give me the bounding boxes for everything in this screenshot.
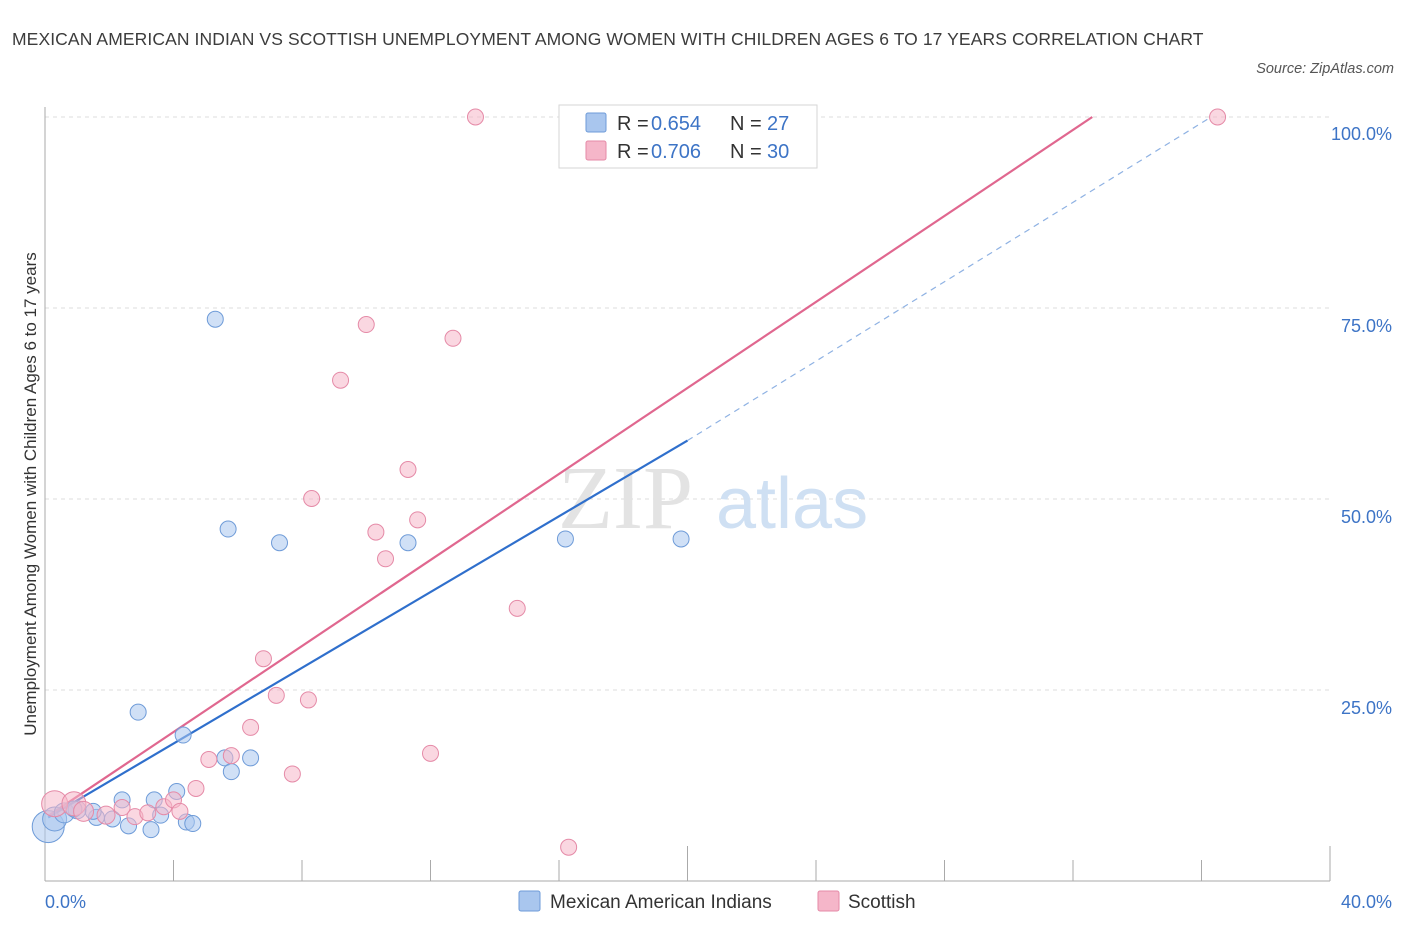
point-2-7 [139, 804, 157, 822]
gridlines [45, 116, 1330, 691]
point-2-19 [303, 490, 321, 507]
point-2-23 [377, 550, 395, 568]
point-2-14 [242, 718, 260, 736]
point-2-18 [299, 691, 317, 709]
legend-swatch-pink [585, 140, 607, 161]
tick-labels: 25.0% 50.0% 75.0% 100.0% 0.0% 40.0% [45, 124, 1392, 912]
legend-n-label-1: N = [730, 113, 762, 135]
point-2-10 [171, 802, 189, 820]
legend-swatch-blue [585, 112, 607, 133]
legend-n-value-1: 27 [767, 113, 789, 135]
watermark: ZIP atlas [558, 449, 868, 548]
trend-line-2 [47, 116, 1093, 817]
data-points [31, 108, 1227, 856]
point-2-21 [357, 316, 375, 334]
point-2-4 [96, 805, 116, 825]
point-2-15 [267, 686, 285, 704]
trend-line-extension-1 [687, 116, 1212, 442]
point-1-17 [242, 749, 260, 767]
watermark-zip: ZIP [558, 449, 693, 548]
legend-n-value-2: 30 [767, 141, 789, 163]
point-2-24 [399, 461, 417, 479]
legend-r-value-2: 0.706 [651, 141, 701, 163]
legend-bottom: Mexican American Indians Scottish [518, 890, 916, 913]
legend-n-label-2: N = [730, 141, 762, 163]
point-2-5 [113, 799, 131, 817]
point-2-12 [200, 750, 218, 768]
point-1-18 [206, 310, 224, 328]
point-1-16 [222, 763, 240, 781]
point-2-31 [1209, 108, 1227, 126]
point-1-21 [399, 534, 417, 552]
y-tick-label-100: 100.0% [1331, 124, 1392, 144]
legend-bottom-swatch-blue [518, 890, 541, 912]
point-1-19 [219, 520, 237, 538]
point-1-10 [142, 821, 160, 839]
point-1-8 [129, 703, 147, 721]
point-1-13 [174, 726, 192, 744]
legend-r-label-1: R = [617, 113, 649, 135]
trend-line-1 [47, 439, 689, 819]
point-2-16 [254, 650, 272, 668]
point-2-22 [367, 523, 385, 541]
legend-r-label-2: R = [617, 141, 649, 163]
x-tick-label-start: 0.0% [45, 892, 86, 912]
point-1-23 [672, 530, 690, 548]
legend-top: R = 0.654 N = 27 R = 0.706 N = 30 [558, 104, 818, 169]
y-tick-label-25: 25.0% [1341, 698, 1392, 718]
legend-bottom-swatch-pink [817, 890, 840, 912]
point-2-25 [409, 511, 427, 529]
point-2-13 [222, 747, 240, 765]
point-2-29 [508, 599, 526, 617]
watermark-atlas: atlas [716, 464, 868, 544]
trend-lines [47, 116, 1212, 819]
legend-bottom-label-2: Scottish [848, 892, 916, 913]
point-2-30 [560, 838, 578, 856]
point-2-26 [422, 744, 439, 762]
chart-source: Source: ZipAtlas.com [1256, 61, 1394, 77]
point-1-20 [271, 534, 289, 552]
legend-bottom-label-1: Mexican American Indians [550, 892, 772, 913]
x-tick-label-end: 40.0% [1341, 892, 1392, 912]
y-tick-label-75: 75.0% [1341, 316, 1392, 336]
point-2-11 [187, 779, 205, 797]
y-tick-label-50: 50.0% [1341, 507, 1392, 527]
point-2-3 [73, 800, 95, 822]
axes [44, 107, 1331, 882]
point-2-20 [332, 371, 350, 389]
chart-title: MEXICAN AMERICAN INDIAN VS SCOTTISH UNEM… [12, 29, 1204, 49]
point-1-26 [184, 815, 202, 833]
legend-r-value-1: 0.654 [651, 113, 701, 135]
point-2-17 [283, 765, 301, 783]
y-axis-title: Unemployment Among Women with Children A… [21, 252, 40, 736]
point-2-27 [444, 329, 462, 347]
point-1-22 [556, 530, 574, 548]
point-2-28 [466, 108, 484, 126]
